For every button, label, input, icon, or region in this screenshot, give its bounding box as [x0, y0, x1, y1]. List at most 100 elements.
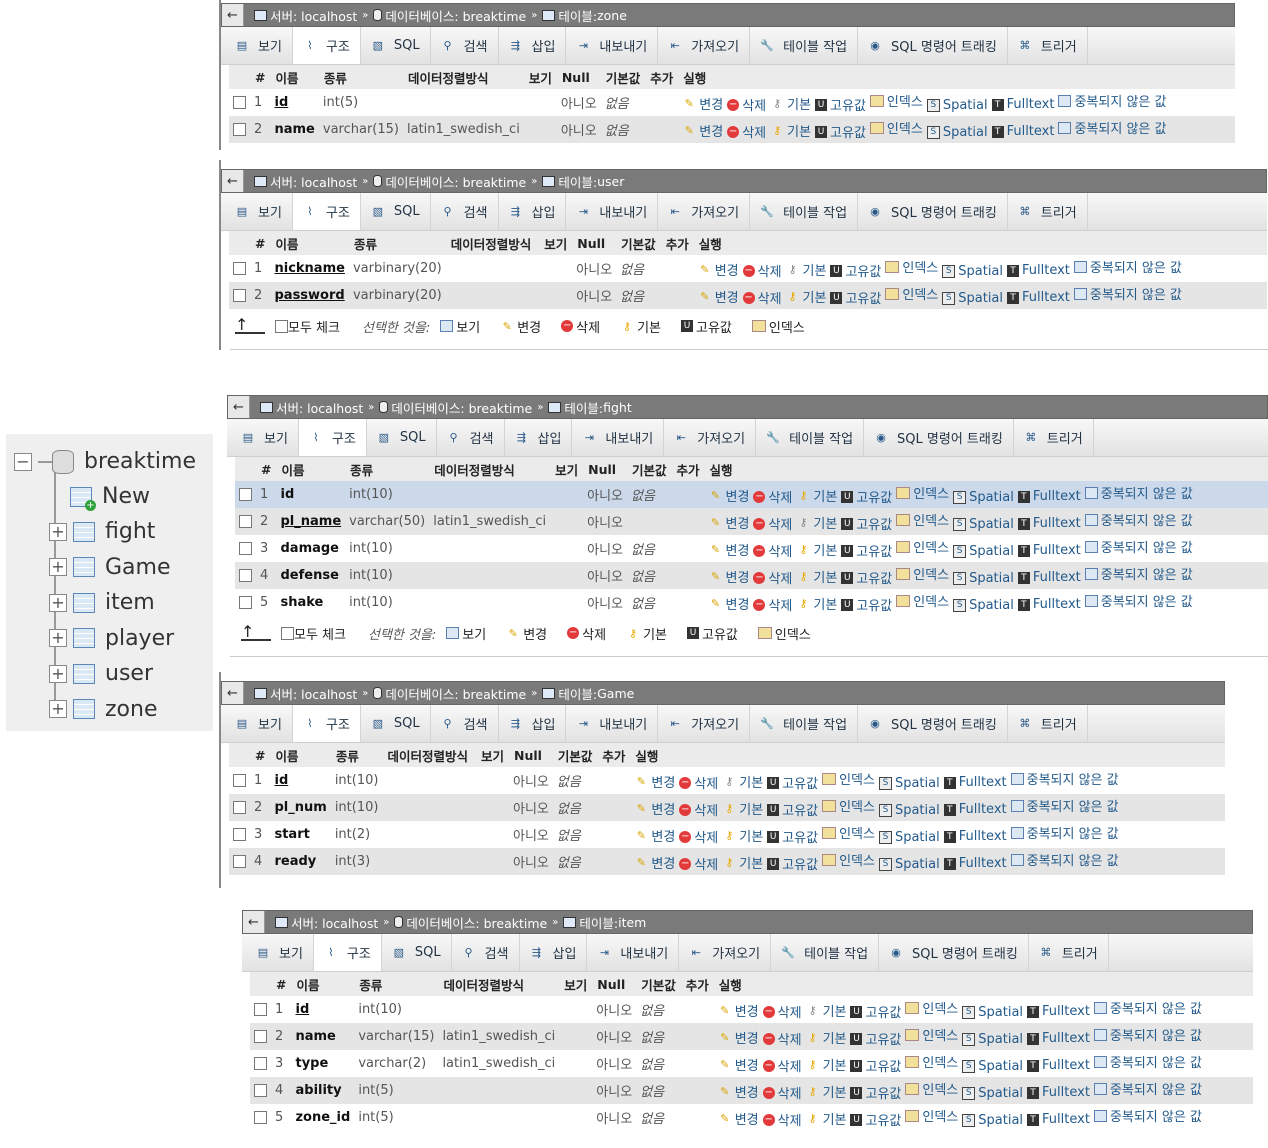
action-index-label[interactable]: 인덱스 — [839, 800, 875, 815]
action-drop[interactable]: − 삭제 — [753, 541, 792, 560]
action-fulltext[interactable]: T Fulltext — [943, 775, 1007, 790]
bulk-edit-label[interactable]: 변경 — [523, 627, 548, 643]
action-unique-label[interactable]: 고유값 — [845, 265, 882, 280]
action-index[interactable]: 인덱스 — [822, 769, 875, 788]
action-drop-label[interactable]: 삭제 — [694, 858, 719, 873]
action-primary[interactable]: ⚷ 기본 — [806, 1001, 847, 1020]
action-primary[interactable]: ⚷ 기본 — [796, 540, 837, 559]
action-distinct[interactable]: 중복되지 않은 값 — [1084, 537, 1193, 556]
action-fulltext-label[interactable]: Fulltext — [1022, 263, 1070, 278]
action-unique[interactable]: U 고유값 — [815, 95, 866, 114]
action-primary-label[interactable]: 기본 — [739, 829, 764, 845]
action-edit-label[interactable]: 변경 — [734, 1031, 759, 1047]
action-primary-label[interactable]: 기본 — [813, 570, 838, 586]
action-fulltext[interactable]: T Fulltext — [943, 856, 1007, 871]
action-fulltext-label[interactable]: Fulltext — [1042, 1058, 1090, 1073]
action-distinct[interactable]: 중복되지 않은 값 — [1010, 823, 1119, 842]
check-all-label[interactable]: 모두 체크 — [294, 627, 346, 643]
tab-search[interactable]: ⚲ 검색 — [431, 193, 499, 230]
check-all[interactable]: 모두 체크 — [275, 317, 340, 336]
tree-table-label[interactable]: user — [105, 661, 153, 686]
tab-sql[interactable]: ▧ SQL — [382, 934, 452, 971]
action-spatial[interactable]: S Spatial — [942, 291, 1003, 306]
tab-operations[interactable]: 🔧 테이블 작업 — [750, 27, 859, 64]
action-distinct[interactable]: 중복되지 않은 값 — [1058, 91, 1166, 110]
action-spatial[interactable]: S Spatial — [942, 264, 1003, 279]
action-fulltext-label[interactable]: Fulltext — [1006, 97, 1055, 112]
action-unique-label[interactable]: 고유값 — [865, 1033, 902, 1048]
action-unique-label[interactable]: 고유값 — [830, 99, 866, 114]
bulk-browse-label[interactable]: 보기 — [456, 320, 481, 336]
action-index-label[interactable]: 인덱스 — [902, 288, 939, 303]
tab-browse-label[interactable]: 보기 — [258, 718, 282, 733]
action-fulltext-label[interactable]: Fulltext — [1006, 124, 1055, 139]
expand-icon[interactable]: + — [49, 593, 67, 612]
tab-export-label[interactable]: 내보내기 — [599, 206, 648, 221]
tab-search[interactable]: ⚲ 검색 — [437, 419, 505, 456]
breadcrumb-server-label[interactable]: 서버: localhost — [270, 8, 358, 24]
action-unique[interactable]: U 고유값 — [841, 514, 892, 533]
tab-insert-label[interactable]: 삽입 — [552, 947, 577, 962]
bulk-unique-label[interactable]: 고유값 — [701, 627, 738, 643]
action-edit-label[interactable]: 변경 — [725, 570, 750, 586]
tab-structure[interactable]: ⌇ 구조 — [298, 419, 367, 456]
action-primary-label[interactable]: 기본 — [813, 543, 838, 559]
breadcrumb-table-prefix[interactable]: 테이블: — [558, 686, 598, 702]
action-fulltext[interactable]: T Fulltext — [991, 124, 1055, 139]
column-name[interactable]: id — [291, 996, 355, 1023]
action-primary[interactable]: ⚷ 기본 — [722, 826, 763, 845]
action-spatial-label[interactable]: Spatial — [978, 1112, 1024, 1128]
tab-structure[interactable]: ⌇ 구조 — [292, 705, 361, 742]
action-primary[interactable]: ⚷ 기본 — [722, 853, 763, 872]
action-distinct[interactable]: 중복되지 않은 값 — [1093, 1025, 1202, 1044]
tab-search[interactable]: ⚲ 검색 — [431, 27, 499, 64]
tab-sql-label[interactable]: SQL — [399, 430, 426, 445]
action-spatial-label[interactable]: Spatial — [978, 1031, 1024, 1047]
tab-browse[interactable]: ▤ 보기 — [221, 705, 293, 742]
action-index-label[interactable]: 인덱스 — [839, 827, 875, 842]
action-unique[interactable]: U 고유값 — [767, 854, 818, 873]
action-index[interactable]: 인덱스 — [905, 998, 958, 1017]
action-index-label[interactable]: 인덱스 — [922, 1029, 959, 1044]
action-spatial[interactable]: S Spatial — [962, 1059, 1023, 1074]
action-drop-label[interactable]: 삭제 — [768, 518, 793, 533]
action-primary-label[interactable]: 기본 — [787, 97, 812, 113]
action-fulltext-label[interactable]: Fulltext — [958, 829, 1007, 844]
bulk-edit-label[interactable]: 변경 — [517, 320, 542, 336]
action-distinct-label[interactable]: 중복되지 않은 값 — [1026, 827, 1119, 842]
tab-operations-label[interactable]: 테이블 작업 — [783, 206, 848, 221]
tree-table-zone[interactable]: + zone — [49, 697, 158, 722]
action-primary-label[interactable]: 기본 — [813, 489, 838, 505]
tab-insert[interactable]: ⇶ 삽입 — [499, 705, 567, 742]
action-edit[interactable]: ✎ 변경 — [634, 853, 676, 872]
action-unique[interactable]: U 고유값 — [841, 568, 892, 587]
tab-triggers[interactable]: ⌘ 트리거 — [1029, 934, 1109, 971]
action-edit-label[interactable]: 변경 — [651, 829, 676, 845]
action-distinct[interactable]: 중복되지 않은 값 — [1084, 510, 1193, 529]
tab-browse-label[interactable]: 보기 — [258, 206, 282, 221]
action-fulltext[interactable]: T Fulltext — [1017, 597, 1081, 612]
breadcrumb-server-label[interactable]: 서버: localhost — [291, 915, 379, 931]
tab-structure-label[interactable]: 구조 — [325, 206, 350, 221]
back-arrow-icon[interactable]: ← — [222, 4, 244, 26]
tab-sql[interactable]: ▧ SQL — [361, 27, 431, 64]
action-drop-label[interactable]: 삭제 — [768, 545, 793, 560]
action-edit-label[interactable]: 변경 — [714, 290, 739, 306]
bulk-unique-label[interactable]: 고유값 — [695, 320, 732, 336]
row-checkbox[interactable] — [233, 96, 246, 109]
action-edit[interactable]: ✎ 변경 — [682, 121, 724, 140]
action-edit[interactable]: ✎ 변경 — [698, 260, 739, 279]
tab-search-label[interactable]: 검색 — [469, 432, 494, 447]
breadcrumb-server[interactable]: 서버: localhost — [254, 684, 357, 703]
bulk-primary-button[interactable]: ⚷ 기본 — [626, 624, 667, 643]
tab-search-label[interactable]: 검색 — [484, 947, 509, 962]
tab-triggers[interactable]: ⌘ 트리거 — [1014, 419, 1094, 456]
tab-structure-label[interactable]: 구조 — [346, 947, 371, 962]
action-distinct-label[interactable]: 중복되지 않은 값 — [1089, 261, 1182, 276]
expand-icon[interactable]: + — [49, 558, 67, 576]
column-name[interactable]: damage — [276, 535, 346, 562]
action-index-label[interactable]: 인덱스 — [913, 595, 950, 610]
action-edit[interactable]: ✎ 변경 — [709, 486, 750, 505]
action-index[interactable]: 인덱스 — [869, 118, 923, 137]
tab-triggers-label[interactable]: 트리거 — [1040, 718, 1077, 733]
